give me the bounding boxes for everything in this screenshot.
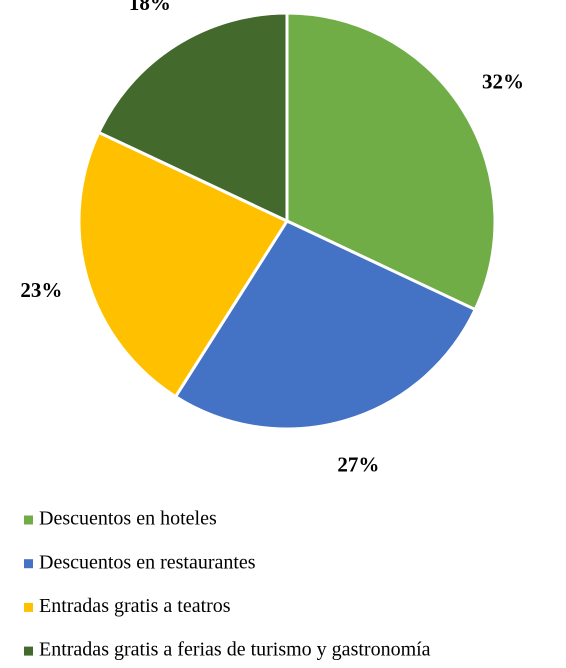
data-label: 23% bbox=[20, 278, 62, 302]
pie-slice bbox=[173, 219, 478, 431]
legend-label: Entradas gratis a ferias de turismo y ga… bbox=[39, 639, 431, 661]
legend-marker bbox=[24, 602, 33, 612]
legend-marker bbox=[24, 646, 33, 656]
legend-marker bbox=[24, 515, 33, 525]
data-label: 18% bbox=[129, 0, 171, 15]
pie-slice bbox=[285, 11, 497, 312]
legend-label: Descuentos en hoteles bbox=[39, 508, 217, 530]
data-label: 27% bbox=[337, 452, 379, 476]
pie-slice bbox=[96, 11, 289, 224]
legend-label: Entradas gratis a teatros bbox=[39, 595, 231, 617]
legend-label: Descuentos en restaurantes bbox=[39, 551, 256, 573]
pie-slice bbox=[77, 130, 290, 399]
legend-marker bbox=[24, 559, 33, 569]
data-label: 32% bbox=[482, 70, 524, 94]
